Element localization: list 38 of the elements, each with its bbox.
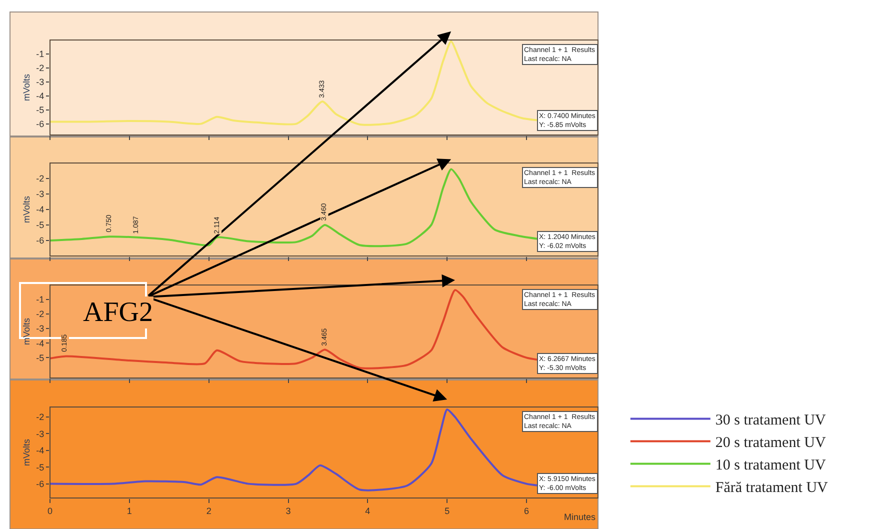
y-tick-label: -3 bbox=[36, 428, 44, 439]
annotation: AFG2 bbox=[83, 297, 154, 328]
x-tick-label: 4 bbox=[365, 506, 370, 516]
y-tick-label: -3 bbox=[36, 77, 44, 88]
y-tick-label: -5 bbox=[36, 352, 44, 363]
y-tick-label: -3 bbox=[36, 189, 44, 200]
y-tick-label: -1 bbox=[36, 49, 44, 60]
y-tick-label: -4 bbox=[36, 446, 44, 456]
y-tick-label: -3 bbox=[36, 324, 44, 334]
y-tick-label: -4 bbox=[36, 338, 44, 348]
x-tick-label: 3 bbox=[286, 506, 291, 516]
x-tick-label: 6 bbox=[524, 506, 530, 516]
y-tick-label: -2 bbox=[36, 174, 44, 184]
y-tick-label: -2 bbox=[36, 412, 44, 422]
y-tick-label: -2 bbox=[36, 63, 44, 74]
x-tick-label: 0 bbox=[47, 506, 53, 516]
x-tick-label: 5 bbox=[444, 506, 450, 516]
y-tick-label: -5 bbox=[36, 462, 44, 472]
y-tick-label: -1 bbox=[36, 294, 44, 305]
text: 30 s tratament UV bbox=[715, 412, 826, 429]
y-tick-label: -6 bbox=[36, 118, 44, 129]
x-tick-label: 2 bbox=[206, 506, 212, 516]
y-axis-title: mVolts bbox=[22, 196, 32, 224]
text: 20 s tratament UV bbox=[715, 435, 826, 452]
y-axis-title: mVolts bbox=[22, 438, 32, 466]
x-axis-title: Minutes bbox=[564, 512, 596, 522]
y-axis-title: mVolts bbox=[22, 318, 32, 346]
y-axis-title: mVolts bbox=[22, 74, 32, 102]
y-tick-label: -4 bbox=[36, 204, 44, 215]
y-tick-label: -5 bbox=[36, 105, 44, 115]
text: Fără tratament UV bbox=[715, 480, 828, 496]
text: 10 s tratament UV bbox=[715, 458, 826, 474]
x-tick-label: 1 bbox=[126, 506, 132, 516]
y-tick-label: -5 bbox=[36, 220, 44, 230]
y-tick-label: -6 bbox=[36, 478, 44, 489]
y-tick-label: -4 bbox=[36, 91, 44, 102]
y-tick-label: -6 bbox=[36, 236, 44, 246]
y-tick-label: -2 bbox=[36, 309, 44, 320]
